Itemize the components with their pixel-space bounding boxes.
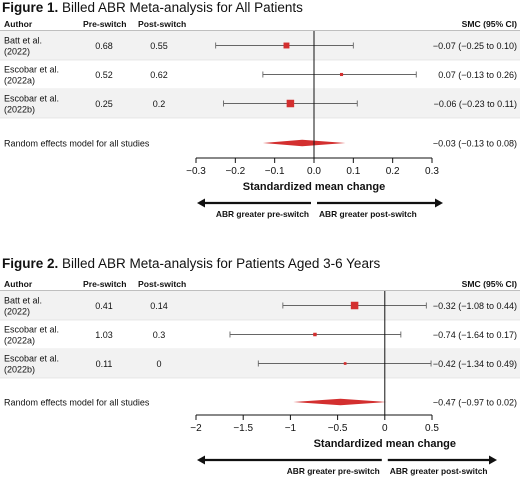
figure-2-forest-plot: Author Pre-switch Post-switch SMC (95% CI) B… — [0, 279, 520, 476]
fig1-study-point — [286, 99, 295, 108]
fig1-study-smc: 0.07 (−0.13 to 0.26) — [438, 70, 517, 80]
fig2-x-tick-label: 0 — [382, 423, 388, 434]
figure-1-title: Figure 1. Billed ABR Meta-analysis for A… — [2, 0, 303, 15]
fig2-x-tick-label: 0.5 — [425, 423, 439, 434]
fig1-x-tick-label: 0.1 — [346, 166, 360, 177]
figure-2-title: Figure 2. Billed ABR Meta-analysis for P… — [2, 256, 381, 271]
fig2-left-arrow-head — [197, 455, 205, 465]
fig2-x-tick-label: −0.5 — [328, 423, 348, 434]
fig2-header-pre: Pre-switch — [83, 279, 126, 289]
fig1-study-post: 0.55 — [150, 41, 168, 51]
fig2-study-author-line1: Batt et al. — [4, 296, 42, 306]
fig1-study-author-line2: (2022) — [4, 47, 30, 57]
fig2-header-post: Post-switch — [138, 279, 186, 289]
fig1-study-author-line2: (2022b) — [4, 105, 35, 115]
fig2-study-author-line2: (2022b) — [4, 365, 35, 375]
fig2-right-arrow-head — [489, 455, 497, 465]
fig1-study-author-line1: Escobar et al. — [4, 94, 59, 104]
fig2-header-smc: SMC (95% CI) — [462, 279, 518, 289]
fig2-study-author-line1: Escobar et al. — [4, 354, 59, 364]
fig1-x-axis-label: Standardized mean change — [243, 181, 385, 193]
fig1-study-point — [283, 42, 290, 49]
fig2-study-pre: 0.11 — [96, 359, 113, 369]
fig2-study-pre: 1.03 — [95, 330, 113, 340]
fig1-study-pre: 0.68 — [95, 41, 113, 51]
fig2-pooled-smc: −0.47 (−0.97 to 0.02) — [433, 398, 517, 408]
fig1-right-direction-label: ABR greater post-switch — [319, 209, 417, 219]
fig2-study-pre: 0.41 — [95, 301, 113, 311]
fig1-pooled-label: Random effects model for all studies — [4, 139, 150, 149]
fig1-study-pre: 0.25 — [95, 99, 113, 109]
fig1-study-pre: 0.52 — [95, 70, 113, 80]
fig2-study-post: 0 — [156, 359, 161, 369]
fig1-study-author-line1: Batt et al. — [4, 36, 42, 46]
fig2-x-axis-label: Standardized mean change — [314, 438, 456, 450]
fig2-pooled-label: Random effects model for all studies — [4, 398, 150, 408]
fig2-right-direction-label: ABR greater post-switch — [390, 466, 488, 476]
fig1-pooled-diamond — [262, 139, 346, 147]
fig1-pooled-smc: −0.03 (−0.13 to 0.08) — [433, 139, 517, 149]
fig1-left-arrow-head — [197, 198, 205, 208]
fig1-study-smc: −0.06 (−0.23 to 0.11) — [434, 99, 517, 109]
fig2-left-direction-label: ABR greater pre-switch — [287, 466, 380, 476]
fig1-header-author: Author — [4, 19, 33, 29]
fig2-x-tick-label: −1.5 — [233, 423, 253, 434]
fig1-study-smc: −0.07 (−0.25 to 0.10) — [433, 41, 517, 51]
fig2-study-author-line2: (2022) — [4, 307, 30, 317]
fig2-study-smc: −0.32 (−1.08 to 0.44) — [433, 301, 517, 311]
fig1-header-post: Post-switch — [138, 19, 186, 29]
fig1-study-post: 0.2 — [153, 99, 166, 109]
fig2-row-shade — [0, 291, 520, 320]
fig1-right-arrow-head — [435, 198, 443, 208]
fig1-x-tick-label: 0.3 — [425, 166, 439, 177]
figure-2: Figure 2. Billed ABR Meta-analysis for P… — [0, 256, 520, 478]
fig2-pooled-diamond — [293, 398, 387, 406]
fig1-x-tick-label: 0.2 — [386, 166, 400, 177]
fig2-study-point — [343, 362, 347, 365]
fig1-header-smc: SMC (95% CI) — [462, 19, 518, 29]
fig1-x-tick-label: −0.2 — [225, 166, 245, 177]
fig2-study-point — [313, 332, 317, 337]
fig1-study-post: 0.62 — [150, 70, 168, 80]
fig1-x-tick-label: −0.3 — [186, 166, 206, 177]
fig2-study-post: 0.14 — [150, 301, 168, 311]
fig2-study-author-line1: Escobar et al. — [4, 325, 59, 335]
fig2-study-author-line2: (2022a) — [4, 336, 35, 346]
fig2-study-post: 0.3 — [153, 330, 166, 340]
fig2-x-tick-label: −2 — [190, 423, 202, 434]
fig1-header-pre: Pre-switch — [83, 19, 126, 29]
fig1-study-author-line2: (2022a) — [4, 76, 35, 86]
fig2-header-author: Author — [4, 279, 33, 289]
fig1-x-tick-label: 0.0 — [307, 166, 321, 177]
fig2-study-point — [350, 301, 359, 310]
fig1-x-tick-label: −0.1 — [265, 166, 285, 177]
figure-1: Figure 1. Billed ABR Meta-analysis for A… — [0, 0, 520, 230]
fig1-study-author-line1: Escobar et al. — [4, 65, 59, 75]
fig2-study-smc: −0.74 (−1.64 to 0.17) — [433, 330, 517, 340]
fig2-x-tick-label: −1 — [285, 423, 297, 434]
fig1-study-point — [339, 72, 344, 77]
figure-1-forest-plot: Author Pre-switch Post-switch SMC (95% CI) B… — [0, 19, 520, 219]
fig1-left-direction-label: ABR greater pre-switch — [216, 209, 309, 219]
fig2-study-smc: −0.42 (−1.34 to 0.49) — [433, 359, 517, 369]
